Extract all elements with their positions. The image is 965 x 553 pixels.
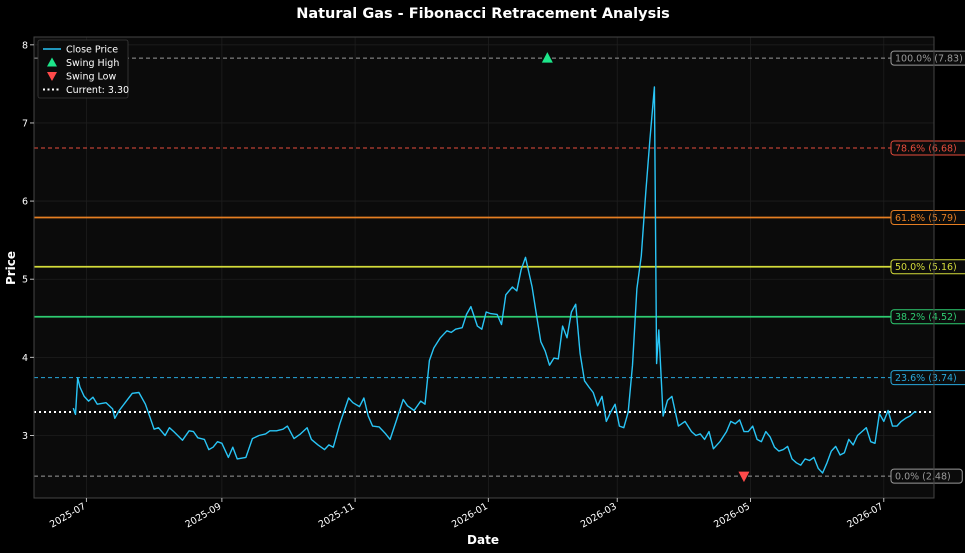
- fib-level-label: 38.2% (4.52): [895, 312, 957, 323]
- y-tick-label: 8: [22, 40, 28, 51]
- fib-level-label: 100.0% (7.83): [895, 54, 963, 65]
- y-tick-label: 6: [22, 197, 28, 208]
- legend: Close Price Swing High Swing Low Current: 3…: [37, 39, 129, 99]
- fib-level-label: 78.6% (6.68): [895, 143, 957, 154]
- fib-level-label: 0.0% (2.48): [895, 472, 951, 483]
- fib-level-label-box: [890, 468, 963, 484]
- chart-title: Natural Gas - Fibonacci Retracement Anal…: [296, 6, 670, 22]
- legend-label: Close Price: [66, 45, 118, 56]
- fib-level-label-box: [890, 140, 965, 156]
- legend-swatch-swing-high: [47, 57, 57, 67]
- fib-level-label-box: [890, 259, 965, 275]
- axes-frame: [33, 36, 935, 499]
- fib-level-label-box: [890, 209, 965, 225]
- fib-level-label-box: [890, 309, 965, 325]
- y-tick-label: 7: [22, 118, 28, 129]
- x-axis-label: Date: [467, 533, 499, 547]
- legend-box: [37, 39, 129, 99]
- y-tick-label: 5: [22, 275, 28, 286]
- swing-low-marker: [738, 471, 750, 483]
- plot-area: 100.0% (7.83)78.6% (6.68)61.8% (5.79)50.…: [22, 36, 965, 530]
- fib-level-label-box: [890, 50, 965, 66]
- fib-level-label: 23.6% (3.74): [895, 373, 957, 384]
- y-tick-label: 4: [22, 353, 28, 364]
- legend-swatch-swing-low: [47, 72, 57, 81]
- fib-level-label: 50.0% (5.16): [895, 262, 957, 273]
- y-axis-label: Price: [4, 251, 18, 285]
- legend-label: Current: 3.30: [66, 85, 129, 96]
- fib-level-label: 61.8% (5.79): [895, 213, 957, 224]
- close-price-line: [72, 86, 917, 474]
- legend-label: Swing Low: [66, 72, 116, 83]
- legend-label: Swing High: [66, 58, 119, 69]
- fib-level-label-box: [890, 370, 965, 386]
- swing-high-marker: [541, 52, 553, 63]
- y-tick-label: 3: [22, 431, 28, 442]
